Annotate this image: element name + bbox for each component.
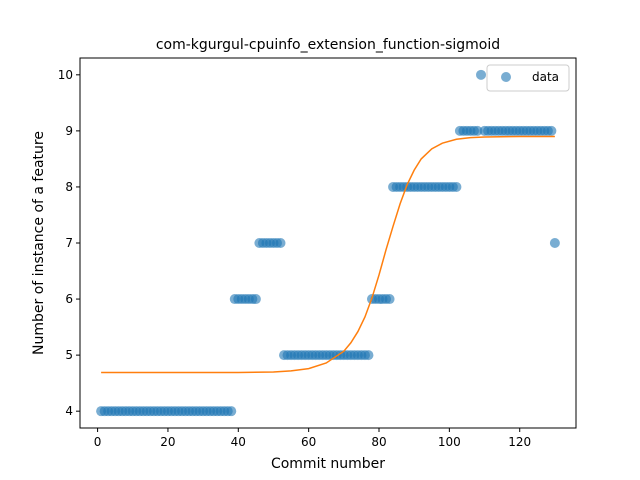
y-tick-label: 9 xyxy=(65,124,73,138)
x-tick-label: 0 xyxy=(94,435,102,449)
y-tick-label: 5 xyxy=(65,348,73,362)
x-axis-label: Commit number xyxy=(271,456,385,472)
data-point xyxy=(451,181,462,192)
data-point xyxy=(546,125,557,136)
y-tick-label: 7 xyxy=(65,236,73,250)
x-tick-label: 40 xyxy=(231,435,246,449)
x-tick-label: 80 xyxy=(371,435,386,449)
y-tick-label: 8 xyxy=(65,180,73,194)
x-tick-label: 100 xyxy=(438,435,461,449)
data-point xyxy=(250,294,261,305)
x-tick-label: 20 xyxy=(160,435,175,449)
data-point xyxy=(226,406,237,417)
x-tick-label: 120 xyxy=(508,435,531,449)
data-point xyxy=(363,350,374,361)
y-tick-label: 4 xyxy=(65,404,73,418)
chart-title: com-kgurgul-cpuinfo_extension_function-s… xyxy=(156,37,500,53)
data-point xyxy=(549,238,560,248)
legend: data xyxy=(486,64,570,92)
legend-label: data xyxy=(532,70,559,84)
data-point xyxy=(476,69,487,80)
data-point xyxy=(472,125,483,136)
fit-curve xyxy=(101,135,555,374)
y-tick-label: 10 xyxy=(58,68,73,82)
legend-marker xyxy=(501,72,511,82)
legend-box xyxy=(486,64,570,92)
y-tick-label: 6 xyxy=(65,292,73,306)
x-tick-label: 60 xyxy=(301,435,316,449)
data-point xyxy=(384,294,395,305)
y-axis-label: Number of instance of a feature xyxy=(31,131,47,355)
data-point xyxy=(275,238,286,248)
